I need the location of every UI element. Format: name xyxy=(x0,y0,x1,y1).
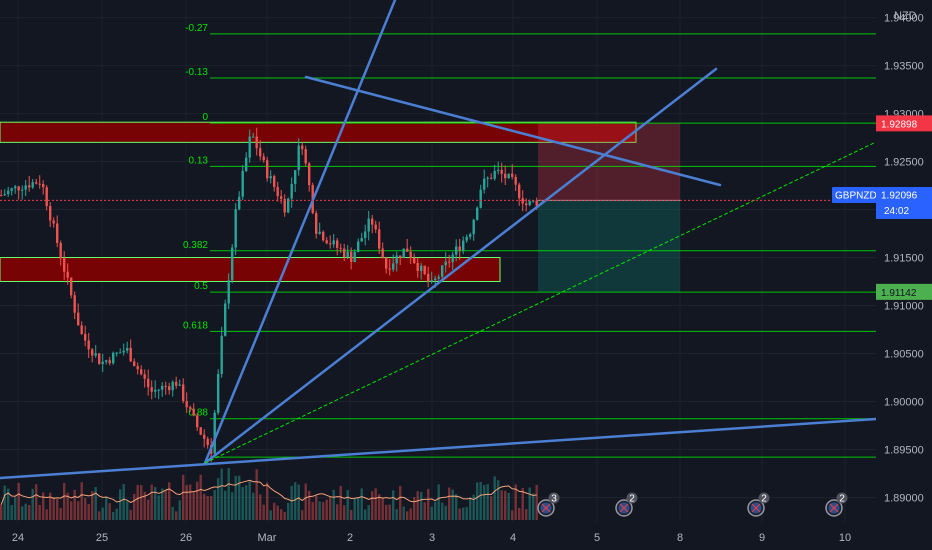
fib-level-label: 0 xyxy=(202,112,208,123)
take-profit-area[interactable] xyxy=(538,200,680,292)
fib-level-label: 0.13 xyxy=(189,155,209,166)
x-tick-label: 2 xyxy=(347,532,353,544)
y-tick-label: 1.92500 xyxy=(884,157,924,169)
event-badges[interactable]: 3 2 2 2 xyxy=(537,492,848,517)
x-tick-label: Mar xyxy=(258,532,277,544)
economic-event-badge[interactable]: 3 xyxy=(537,492,560,517)
y-tick-label: 1.89500 xyxy=(884,444,924,456)
economic-event-badge[interactable]: 2 xyxy=(747,492,770,517)
x-tick-label: 25 xyxy=(96,532,108,544)
svg-text:2: 2 xyxy=(629,494,635,505)
svg-text:2: 2 xyxy=(761,494,767,505)
x-tick-label: 24 xyxy=(12,532,24,544)
position-tool[interactable] xyxy=(538,123,680,292)
svg-text:1.91142: 1.91142 xyxy=(881,288,917,299)
symbol-label: GBPNZD xyxy=(835,191,877,202)
grid xyxy=(0,0,876,522)
volume-bars xyxy=(0,468,538,520)
fib-level-label: 0.618 xyxy=(183,320,208,331)
y-tick-label: 1.91500 xyxy=(884,253,924,265)
price-axis[interactable]: 1.940001.935001.930001.925001.920001.915… xyxy=(832,0,932,522)
x-tick-label: 4 xyxy=(510,532,516,544)
economic-event-badge[interactable]: 2 xyxy=(825,492,848,517)
y-tick-label: 1.89000 xyxy=(884,492,924,504)
economic-event-badge[interactable]: 2 xyxy=(615,492,638,517)
fib-level-label: -0.13 xyxy=(185,67,208,78)
x-tick-label: 8 xyxy=(677,532,683,544)
long-term-trendline[interactable] xyxy=(0,417,878,480)
current-price-label: 1.92096 xyxy=(881,191,918,202)
falling-trendline[interactable] xyxy=(304,75,722,187)
dashed-trendline[interactable] xyxy=(204,141,877,464)
fib-level-label: 0.382 xyxy=(183,240,208,251)
rising-trendline[interactable] xyxy=(203,67,718,465)
svg-text:3: 3 xyxy=(551,494,557,505)
currency-label: NZD xyxy=(894,10,917,22)
y-tick-label: 1.90500 xyxy=(884,348,924,360)
x-tick-label: 10 xyxy=(839,532,851,544)
volume-ma-line xyxy=(0,479,537,505)
demand-zone[interactable] xyxy=(0,257,501,283)
zones xyxy=(0,121,637,283)
candles xyxy=(0,127,538,462)
fib-level-label: 0.5 xyxy=(194,281,208,292)
trendlines[interactable] xyxy=(0,0,878,480)
fib-level-label: -0.27 xyxy=(185,23,208,34)
y-tick-label: 1.91000 xyxy=(884,301,924,313)
axis-price-tag: 1.91142 xyxy=(876,283,932,300)
x-tick-label: 26 xyxy=(180,532,192,544)
y-tick-label: 1.94000 xyxy=(884,13,924,25)
time-axis[interactable]: 24 25 26 Mar 2 3 4 5 8 9 10 xyxy=(0,522,932,550)
svg-text:2: 2 xyxy=(839,494,845,505)
symbol-price-tag: GBPNZD 1.92096 24:02 xyxy=(832,187,932,219)
steep-trendline[interactable] xyxy=(203,0,397,465)
svg-text:1.92898: 1.92898 xyxy=(881,119,918,130)
countdown-label: 24:02 xyxy=(884,206,909,217)
y-tick-label: 1.93500 xyxy=(884,61,924,73)
x-tick-label: 5 xyxy=(594,532,600,544)
axis-price-tag: 1.92898 xyxy=(876,115,932,132)
y-tick-label: 1.90000 xyxy=(884,396,924,408)
supply-zone[interactable] xyxy=(0,121,637,143)
x-tick-label: 9 xyxy=(759,532,765,544)
fib-level-label: 0.88 xyxy=(189,408,209,419)
x-tick-label: 3 xyxy=(429,532,435,544)
